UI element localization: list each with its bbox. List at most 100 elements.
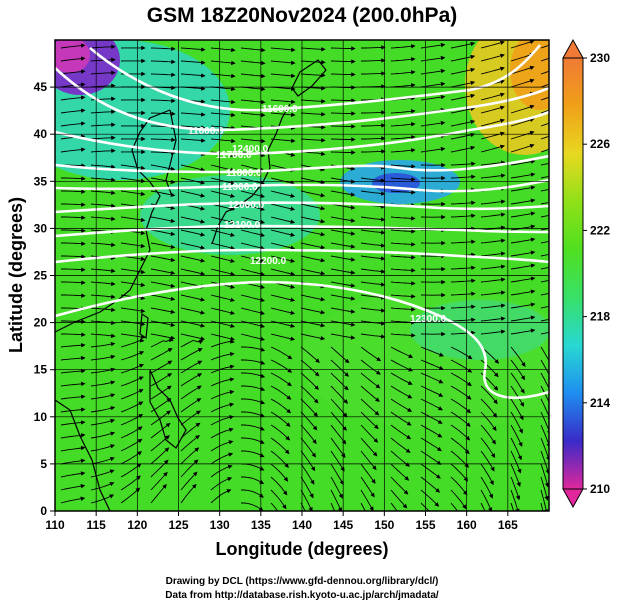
wind-streamline [210, 364, 235, 374]
contour-labels: 11600.0 11600.0 11700.0 11800.0 11900.0 12000… [188, 104, 447, 325]
x-tick-label: 130 [210, 518, 230, 532]
wind-streamline [540, 359, 549, 382]
wind-streamline [480, 398, 498, 418]
wind-streamline [330, 411, 347, 431]
contour-label: 12200.0 [250, 256, 287, 267]
wind-streamline [390, 70, 416, 75]
wind-streamline [450, 476, 468, 496]
wind-streamline [241, 424, 265, 431]
wind-streamline [300, 255, 326, 263]
wind-streamline [540, 57, 549, 62]
wind-streamline [60, 342, 86, 348]
wind-streamline [510, 250, 536, 257]
wind-streamline [270, 463, 289, 482]
x-tick-label: 140 [292, 518, 312, 532]
wind-streamline [120, 242, 146, 249]
wind-streamline [420, 94, 446, 101]
wind-streamline [480, 316, 506, 322]
wind-streamline [61, 332, 86, 337]
wind-streamline [150, 348, 173, 361]
wind-streamline [450, 93, 476, 101]
wind-streamline [270, 437, 290, 455]
wind-streamline [361, 58, 386, 63]
colorbar-ticks: 230 226 222 218 214 210 [583, 51, 610, 496]
wind-streamline [270, 450, 289, 468]
wind-streamline [240, 177, 265, 186]
wind-streamline [60, 381, 86, 387]
wind-streamline [480, 66, 505, 75]
wind-streamline [510, 117, 535, 127]
contour-12100 [55, 224, 549, 238]
colorbar: 230 226 222 218 214 210 [562, 38, 610, 509]
wind-streamline [150, 46, 176, 52]
contour-11900 [55, 178, 549, 193]
colorbar-top-arrow [562, 38, 584, 59]
wind-streamline [480, 173, 506, 179]
wind-streamline [90, 70, 116, 76]
wind-streamline [360, 268, 386, 274]
wind-streamline [540, 201, 549, 205]
y-tick-label: 0 [40, 504, 47, 518]
wind-streamline [510, 328, 536, 335]
wind-streamline [390, 502, 398, 511]
wind-streamline [240, 320, 265, 329]
latitude-ticks: 0 5 10 15 20 25 30 35 40 45 [34, 80, 55, 518]
contour-label: 11700.0 [216, 150, 252, 161]
wind-streamline [90, 177, 116, 183]
wind-streamline [180, 242, 206, 250]
wind-streamline [330, 489, 342, 511]
wind-streamline [450, 145, 476, 153]
wind-streamline [300, 398, 318, 417]
wind-streamline [360, 411, 379, 430]
wind-streamline [360, 502, 366, 511]
wind-streamline [480, 277, 506, 283]
wind-streamline [270, 242, 296, 250]
wind-streamline [270, 60, 296, 66]
wind-streamline [450, 106, 476, 114]
wind-streamline [240, 294, 265, 303]
wind-streamline [510, 411, 523, 434]
y-tick-label: 35 [34, 174, 48, 188]
wind-streamline [240, 242, 265, 251]
wind-streamline [390, 294, 416, 299]
credit-data: Data from http://database.rish.kyoto-u.a… [165, 590, 439, 601]
wind-streamline [270, 372, 292, 387]
wind-streamline [60, 368, 86, 374]
wind-streamline [300, 489, 313, 511]
wind-streamline [390, 242, 416, 247]
wind-streamline [420, 81, 446, 88]
wind-streamline [210, 190, 235, 198]
x-axis-label: Longitude (degrees) [215, 539, 388, 559]
wind-streamline [210, 216, 235, 224]
wind-streamline [210, 294, 235, 302]
wind-streamline [361, 45, 386, 50]
wind-streamline [420, 120, 446, 127]
wind-streamline [240, 229, 265, 238]
wind-streamline [540, 188, 549, 192]
wind-streamline [270, 294, 296, 302]
wind-streamline [241, 489, 264, 498]
wind-streamline [420, 502, 430, 511]
wind-streamline [60, 147, 86, 153]
wind-streamline [390, 346, 414, 358]
wind-streamlines [60, 40, 549, 511]
wind-streamline [330, 450, 345, 472]
wind-streamline [360, 190, 386, 196]
wind-streamline [480, 424, 496, 445]
wind-streamline [150, 447, 170, 465]
wind-streamline [540, 253, 549, 257]
wind-streamline [61, 176, 86, 181]
wind-streamline [150, 422, 171, 439]
x-tick-label: 150 [374, 518, 394, 532]
wind-streamline [61, 254, 86, 259]
wind-streamline [210, 377, 235, 387]
wind-streamline [420, 489, 440, 507]
wind-streamline [450, 372, 472, 387]
y-tick-label: 10 [34, 410, 48, 424]
wind-streamline [540, 318, 549, 322]
wind-streamline [270, 190, 296, 198]
wind-streamline [270, 346, 293, 360]
wind-streamline [420, 424, 443, 438]
wind-streamline [180, 422, 201, 439]
x-tick-label: 125 [168, 518, 188, 532]
